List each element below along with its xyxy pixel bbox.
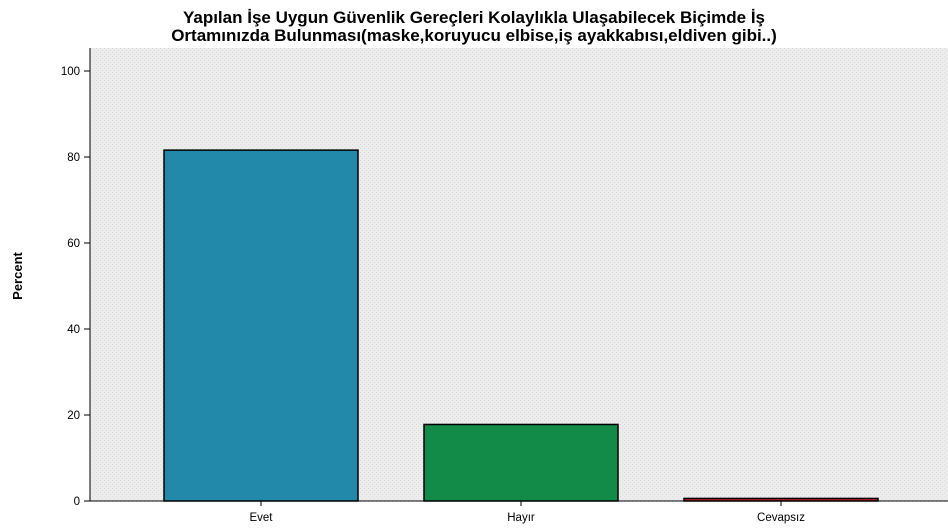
chart-title-line-1: Yapılan İşe Uygun Güvenlik Gereçleri Kol… [183, 8, 765, 27]
y-tick-label: 20 [67, 410, 80, 422]
x-tick-label: Hayır [507, 512, 535, 524]
y-axis: 0 20 40 60 80 100 [61, 48, 91, 508]
chart-title-line-2: Ortamınızda Bulunması(maske,koruyucu elb… [171, 26, 777, 45]
x-tick-label: Evet [249, 512, 273, 524]
x-axis: Evet Hayır Cevapsız [90, 500, 948, 524]
x-tick-label: Cevapsız [757, 512, 805, 524]
y-tick-label: 40 [67, 324, 80, 336]
bar-evet [163, 149, 359, 502]
y-tick-label: 0 [74, 496, 80, 508]
y-tick-label: 80 [67, 152, 80, 164]
y-tick-label: 60 [67, 238, 80, 250]
y-axis-label: Percent [10, 251, 25, 299]
y-tick-label: 100 [61, 66, 80, 78]
bar-hayır [423, 423, 619, 502]
bars-group [163, 149, 879, 502]
